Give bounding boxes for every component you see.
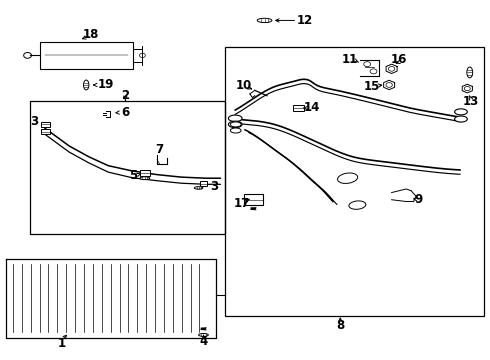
Ellipse shape xyxy=(198,333,208,336)
Ellipse shape xyxy=(338,173,358,184)
Text: 3: 3 xyxy=(30,115,38,128)
Ellipse shape xyxy=(455,109,467,115)
Bar xyxy=(225,47,485,316)
Text: 18: 18 xyxy=(83,28,99,41)
Text: 6: 6 xyxy=(122,106,130,119)
Bar xyxy=(41,122,50,127)
Bar xyxy=(199,181,207,186)
Text: 16: 16 xyxy=(391,53,407,66)
Text: 14: 14 xyxy=(304,101,320,114)
Bar xyxy=(244,194,263,205)
Bar xyxy=(40,42,133,69)
Text: 12: 12 xyxy=(296,14,313,27)
Ellipse shape xyxy=(349,201,366,209)
Ellipse shape xyxy=(230,128,241,133)
Ellipse shape xyxy=(467,67,473,78)
Text: 9: 9 xyxy=(415,193,422,206)
Text: 5: 5 xyxy=(129,169,138,182)
Ellipse shape xyxy=(140,177,150,180)
Text: 13: 13 xyxy=(463,95,479,108)
Text: 4: 4 xyxy=(199,335,208,348)
Text: 15: 15 xyxy=(364,80,380,93)
Text: 10: 10 xyxy=(235,79,252,92)
Ellipse shape xyxy=(228,121,242,128)
Ellipse shape xyxy=(257,18,272,23)
Text: 19: 19 xyxy=(98,78,114,91)
Text: 3: 3 xyxy=(210,180,218,193)
Text: 11: 11 xyxy=(342,53,358,66)
Ellipse shape xyxy=(230,122,241,127)
Ellipse shape xyxy=(83,80,89,90)
Text: 1: 1 xyxy=(58,337,66,350)
Bar xyxy=(140,170,150,176)
Text: 17: 17 xyxy=(233,197,250,210)
Text: 7: 7 xyxy=(155,143,164,156)
Bar xyxy=(41,129,50,134)
Bar xyxy=(294,105,304,111)
Ellipse shape xyxy=(195,186,203,189)
Ellipse shape xyxy=(228,115,242,122)
Bar xyxy=(30,101,225,234)
Text: 8: 8 xyxy=(336,319,344,332)
Text: 2: 2 xyxy=(121,89,129,102)
Ellipse shape xyxy=(455,116,467,122)
